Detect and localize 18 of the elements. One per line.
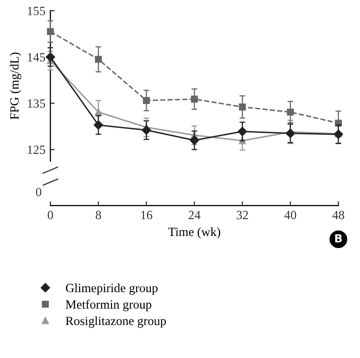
legend-label: Rosiglitazone group bbox=[66, 316, 166, 328]
x-tick-label: 40 bbox=[284, 210, 296, 220]
y-tick-label: 125 bbox=[28, 146, 46, 154]
x-axis-title: Time (wk) bbox=[168, 227, 220, 239]
x-tick-label: 16 bbox=[141, 210, 152, 220]
y-tick-label: 135 bbox=[28, 99, 46, 108]
y-tick-label: 155 bbox=[28, 6, 46, 16]
y-tick-label: 145 bbox=[28, 53, 46, 62]
text: 0 bbox=[36, 188, 42, 196]
legend-label: Metformin group bbox=[66, 300, 152, 312]
legend-label: Glimepiride group bbox=[66, 283, 158, 295]
x-tick-label: 8 bbox=[96, 210, 102, 220]
x-tick-label: 48 bbox=[332, 210, 344, 220]
x-tick-label: 32 bbox=[236, 210, 248, 220]
x-tick-label: 24 bbox=[188, 210, 200, 220]
y-axis-title: FPG (mg/dL) bbox=[10, 52, 22, 120]
text: B bbox=[335, 234, 342, 242]
x-tick-label: 0 bbox=[48, 210, 54, 220]
